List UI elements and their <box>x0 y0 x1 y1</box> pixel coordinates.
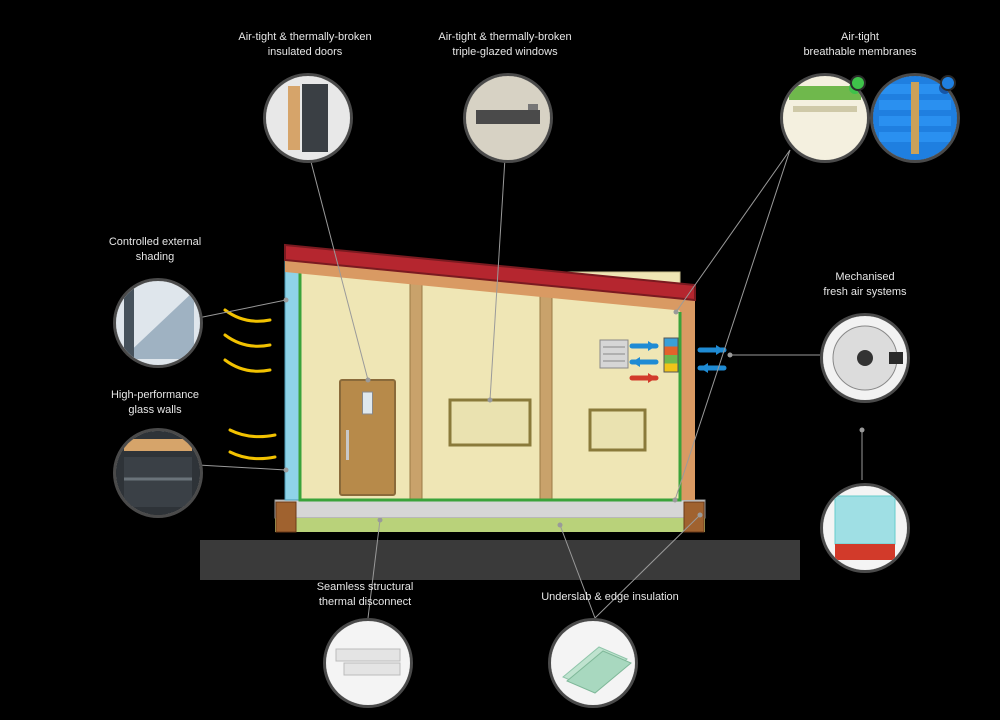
label-disconnect: Seamless structural thermal disconnect <box>280 580 450 610</box>
thumb-windows <box>463 73 553 163</box>
thumb-underslab <box>548 618 638 708</box>
thumb-membranes-status-dot <box>850 75 866 91</box>
label-glasswalls: High-performance glass walls <box>85 388 225 418</box>
thumb-glasswalls <box>113 428 203 518</box>
label-mvhr: Mechanised fresh air systems <box>790 270 940 300</box>
thumb-membranes-2-status-dot <box>940 75 956 91</box>
label-underslab: Underslab & edge insulation <box>505 590 715 605</box>
label-membranes: Air-tight breathable membranes <box>770 30 950 60</box>
thumb-heatpump <box>820 483 910 573</box>
label-windows: Air-tight & thermally-broken triple-glaz… <box>415 30 595 60</box>
thumb-shading <box>113 278 203 368</box>
thumb-disconnect <box>323 618 413 708</box>
thumb-mvhr <box>820 313 910 403</box>
label-shading: Controlled external shading <box>85 235 225 265</box>
thumb-doors <box>263 73 353 163</box>
label-doors: Air-tight & thermally-broken insulated d… <box>215 30 395 60</box>
